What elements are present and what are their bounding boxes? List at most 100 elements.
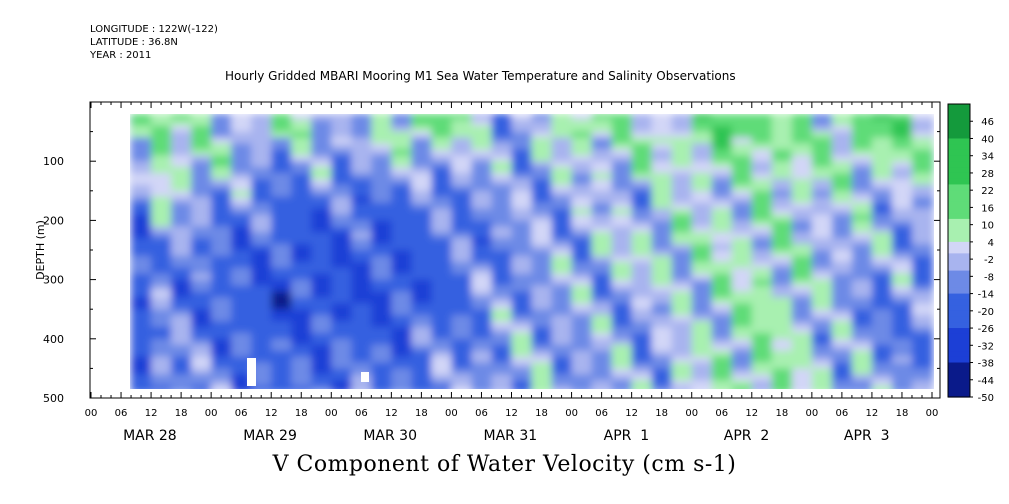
heatmap-cell xyxy=(151,208,173,216)
heatmap-cell xyxy=(551,273,573,281)
heatmap-cell xyxy=(891,350,913,358)
heatmap-cell xyxy=(371,267,393,275)
heatmap-cell xyxy=(411,196,433,204)
heatmap-cell xyxy=(671,149,693,157)
heatmap-cell xyxy=(191,315,213,323)
heatmap-cell xyxy=(171,321,193,328)
heatmap-cell xyxy=(831,226,853,234)
heatmap-cell xyxy=(811,255,833,263)
heatmap-cell xyxy=(771,167,793,175)
heatmap-cell xyxy=(391,214,413,222)
heatmap-cell xyxy=(171,374,193,382)
heatmap-cell xyxy=(531,344,553,352)
heatmap-cell xyxy=(311,374,333,382)
heatmap-cell xyxy=(551,362,573,370)
heatmap-cell xyxy=(231,214,253,222)
heatmap-cell xyxy=(251,143,273,151)
heatmap-cell xyxy=(631,196,653,204)
heatmap-cell xyxy=(611,332,633,340)
heatmap-cell xyxy=(351,315,373,323)
heatmap-cell xyxy=(851,303,873,311)
heatmap-cell xyxy=(871,167,893,175)
heatmap-cell xyxy=(631,226,653,234)
heatmap-cell xyxy=(811,261,833,269)
heatmap-cell xyxy=(831,338,853,346)
heatmap-cell xyxy=(851,196,873,204)
heatmap-cell xyxy=(571,208,593,216)
heatmap-cell xyxy=(871,338,893,346)
heatmap-cell xyxy=(271,149,293,157)
heatmap-cell xyxy=(131,220,153,228)
colorbar-swatch xyxy=(948,121,970,128)
heatmap-cell xyxy=(531,285,553,293)
x-hour-tick-label: 00 xyxy=(325,408,338,419)
heatmap-cell xyxy=(711,309,733,317)
heatmap-cell xyxy=(671,220,693,228)
heatmap-cell xyxy=(251,338,273,346)
heatmap-cell xyxy=(831,267,853,275)
heatmap-cell xyxy=(411,321,433,328)
heatmap-cell xyxy=(371,202,393,210)
heatmap-cell xyxy=(911,267,933,275)
heatmap-cell xyxy=(471,178,493,186)
heatmap-cell xyxy=(611,380,633,388)
heatmap-cell xyxy=(191,321,213,328)
heatmap-cell xyxy=(351,303,373,311)
heatmap-cell xyxy=(431,155,453,163)
heatmap-cell xyxy=(491,291,513,299)
heatmap-cell xyxy=(811,202,833,210)
heatmap-cell xyxy=(731,196,753,204)
heatmap-cell xyxy=(191,261,213,269)
heatmap-cell xyxy=(191,356,213,364)
heatmap-cell xyxy=(791,178,813,186)
heatmap-cell xyxy=(331,178,353,186)
heatmap-cell xyxy=(251,297,273,305)
heatmap-cell xyxy=(131,368,153,376)
heatmap-cell xyxy=(551,114,573,121)
heatmap-cell xyxy=(771,309,793,317)
heatmap-cell xyxy=(911,273,933,281)
heatmap-cell xyxy=(831,386,853,389)
heatmap-cell xyxy=(331,315,353,323)
heatmap-cell xyxy=(491,214,513,222)
heatmap-cell xyxy=(151,244,173,251)
heatmap-cell xyxy=(751,332,773,340)
heatmap-cell xyxy=(471,350,493,358)
colorbar-swatch xyxy=(948,391,970,398)
heatmap-cell xyxy=(751,149,773,157)
heatmap-cell xyxy=(151,267,173,275)
heatmap-cell xyxy=(731,208,753,216)
heatmap-cell xyxy=(311,208,333,216)
heatmap-cell xyxy=(191,362,213,370)
heatmap-cell xyxy=(651,321,673,328)
heatmap-cell xyxy=(871,315,893,323)
heatmap-cell xyxy=(191,226,213,234)
heatmap-cell xyxy=(131,232,153,240)
heatmap-cell xyxy=(791,184,813,192)
heatmap-cell xyxy=(631,184,653,192)
heatmap-cell xyxy=(131,344,153,352)
heatmap-cell xyxy=(251,285,273,293)
heatmap-cell xyxy=(511,226,533,234)
heatmap-cell xyxy=(251,149,273,157)
heatmap-cell xyxy=(431,297,453,305)
heatmap-cell xyxy=(491,232,513,240)
heatmap-cell xyxy=(351,326,373,334)
heatmap-cell xyxy=(771,190,793,198)
heatmap-cell xyxy=(291,114,313,121)
y-tick-label: 500 xyxy=(43,392,64,405)
heatmap-cell xyxy=(291,374,313,382)
heatmap-cell xyxy=(671,131,693,139)
heatmap-cell xyxy=(911,291,933,299)
colorbar-swatch xyxy=(948,126,970,134)
heatmap-cell xyxy=(491,114,513,121)
colorbar-tick-label: -50 xyxy=(978,393,994,404)
heatmap-cell xyxy=(411,119,433,127)
heatmap-cell xyxy=(411,386,433,389)
heatmap-cell xyxy=(551,261,573,269)
heatmap-cell xyxy=(451,208,473,216)
heatmap-cell xyxy=(491,125,513,133)
heatmap-cell xyxy=(811,137,833,145)
heatmap-cell xyxy=(411,362,433,370)
heatmap-cell xyxy=(571,184,593,192)
